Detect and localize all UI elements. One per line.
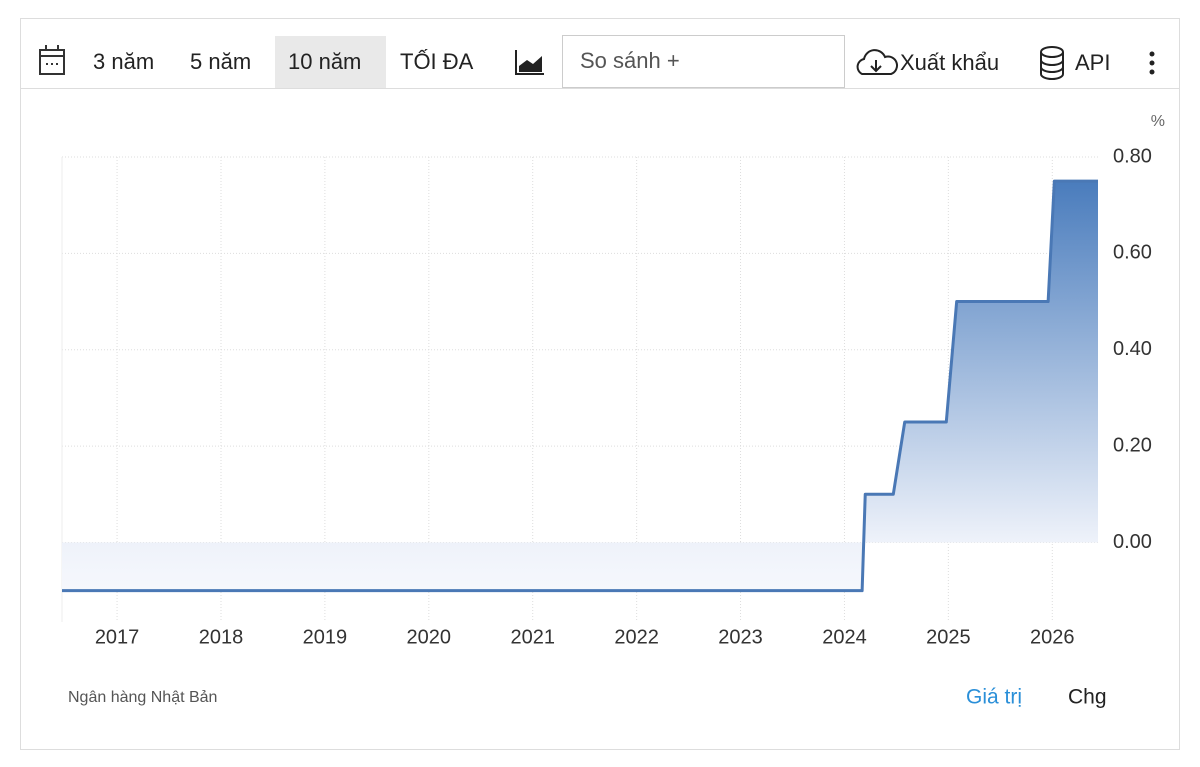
x-tick-label: 2020 <box>407 626 452 648</box>
cloud-icon[interactable] <box>856 49 898 75</box>
calendar-icon[interactable] <box>39 45 65 75</box>
range-button[interactable]: 10 năm <box>288 49 361 74</box>
selected-range-bg <box>275 36 386 88</box>
compare-input[interactable] <box>562 35 845 88</box>
export-button[interactable]: Xuất khẩu <box>900 50 999 75</box>
tab[interactable]: Chg <box>1068 686 1107 709</box>
range-button[interactable]: TỐI ĐA <box>400 48 474 74</box>
x-tick-label: 2017 <box>95 626 140 648</box>
x-tick-label: 2025 <box>926 626 971 648</box>
y-tick-label: 0.60 <box>1113 242 1152 264</box>
y-tick-label: 0.40 <box>1113 338 1152 360</box>
plot: 0.00 0.20 0.40 0.60 0.80 2017 2018 2019 2020 2021… <box>61 145 1152 648</box>
x-tick-label: 2024 <box>822 626 867 648</box>
x-tick-label: 2021 <box>510 626 555 648</box>
y-tick-label: 0.00 <box>1113 531 1152 553</box>
range-button[interactable]: 3 năm <box>93 49 154 74</box>
line <box>62 179 1098 593</box>
area-fill <box>62 181 1098 591</box>
unit-label: % <box>1151 113 1165 130</box>
x-tick-label: 2022 <box>614 626 659 648</box>
x-tick-label: 2026 <box>1030 626 1075 648</box>
y-tick-label: 0.20 <box>1113 434 1152 456</box>
x-tick-label: 2019 <box>303 626 348 648</box>
y-tick-label: 0.80 <box>1113 145 1152 167</box>
x-tick-label: 2018 <box>199 626 244 648</box>
x-tick-label: 2023 <box>718 626 763 648</box>
tab[interactable]: Giá trị <box>966 686 1022 709</box>
compare-placeholder: So sánh + <box>580 48 680 73</box>
source: Ngân hàng Nhật Bản <box>68 689 217 706</box>
api-button[interactable]: API <box>1075 50 1110 75</box>
menu-icon[interactable] <box>1149 51 1155 75</box>
database-icon[interactable] <box>1040 46 1064 80</box>
chart-type-icon[interactable] <box>515 50 544 75</box>
range-button[interactable]: 5 năm <box>190 49 251 74</box>
